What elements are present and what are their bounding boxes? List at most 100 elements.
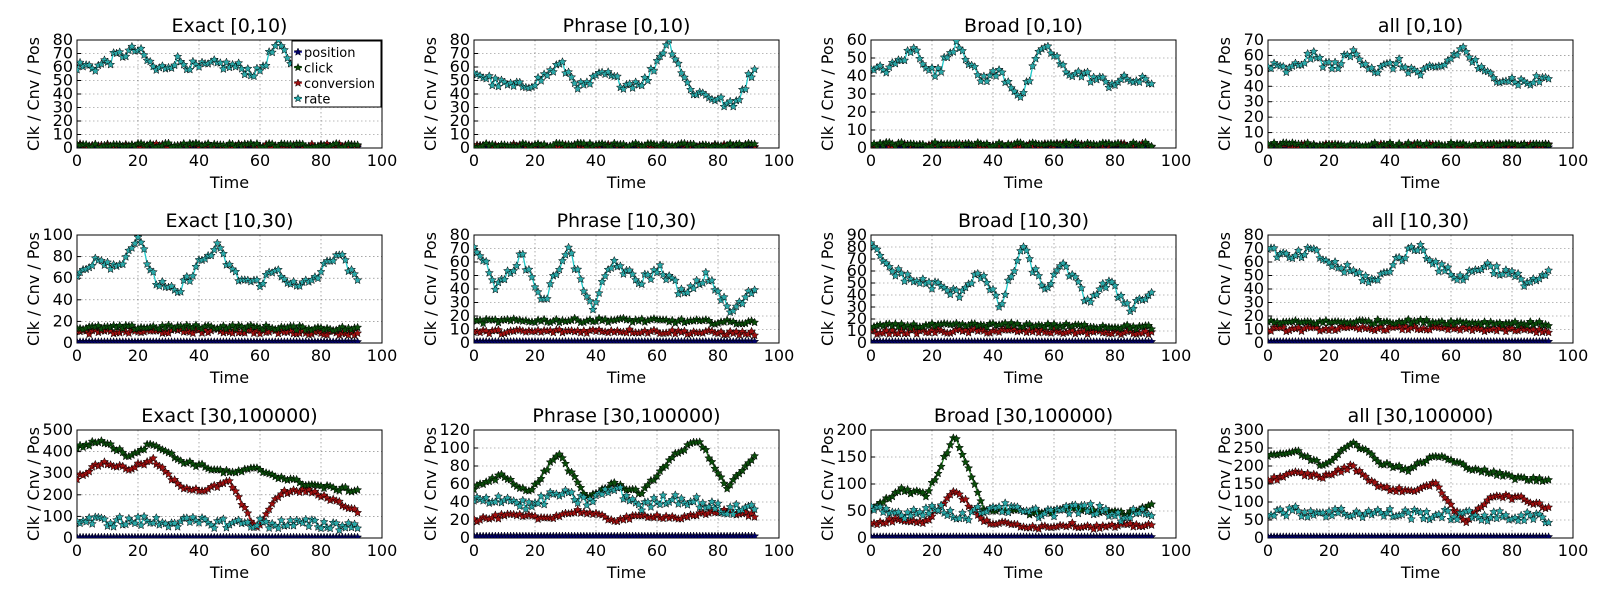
y-tick-label: 0 — [460, 138, 470, 157]
point-rate — [77, 271, 82, 281]
point-click — [1146, 141, 1157, 148]
legend-label: click — [304, 62, 334, 77]
point-rate — [1031, 53, 1041, 63]
point-conversion — [240, 502, 250, 512]
point-rate — [918, 510, 928, 520]
x-tick-label: 80 — [1502, 151, 1522, 170]
point-click — [713, 468, 723, 478]
point-rate — [1281, 248, 1291, 258]
point-rate — [1125, 513, 1135, 522]
point-rate — [1049, 511, 1059, 521]
point-click — [560, 458, 571, 468]
point-rate — [600, 271, 610, 281]
point-rate — [649, 493, 659, 502]
point-conversion — [493, 513, 504, 523]
point-rate — [746, 288, 757, 298]
x-tick-label: 100 — [764, 151, 795, 170]
point-click — [557, 453, 568, 462]
point-rate — [954, 292, 965, 302]
point-rate — [536, 491, 546, 500]
y-tick-label: 20 — [1244, 306, 1264, 325]
point-rate — [1110, 280, 1120, 290]
point-rate — [591, 297, 601, 307]
point-click — [982, 322, 992, 332]
point-click — [490, 475, 500, 485]
x-tick-label: 100 — [1161, 541, 1192, 560]
point-rate — [1519, 281, 1529, 291]
point-rate — [1104, 82, 1114, 92]
point-conversion — [352, 328, 363, 338]
point-position — [352, 337, 363, 343]
x-tick-label: 20 — [128, 541, 148, 560]
point-click — [1333, 449, 1343, 459]
point-rate — [1058, 60, 1068, 69]
point-conversion — [224, 476, 235, 485]
point-rate — [1534, 273, 1545, 283]
point-rate — [912, 45, 922, 55]
point-rate — [1400, 253, 1410, 263]
point-click — [661, 461, 671, 470]
x-tick-label: 0 — [469, 151, 479, 170]
point-rate — [275, 40, 282, 44]
y-tick-label: 300 — [1233, 420, 1264, 439]
point-rate — [899, 276, 910, 286]
point-rate — [1543, 74, 1554, 83]
point-rate — [1052, 265, 1062, 275]
point-conversion — [230, 486, 241, 496]
point-rate — [105, 59, 116, 69]
point-rate — [509, 266, 519, 275]
series-position — [474, 531, 760, 538]
point-rate — [655, 260, 665, 270]
point-rate — [597, 489, 607, 499]
point-rate — [1336, 263, 1346, 273]
point-rate — [194, 518, 204, 527]
series-rate — [474, 242, 760, 317]
point-rate — [1373, 275, 1383, 285]
series-rate — [474, 40, 760, 111]
point-rate — [1018, 87, 1029, 97]
series-click — [77, 435, 363, 496]
point-rate — [349, 269, 360, 279]
point-click — [1146, 324, 1157, 334]
point-rate — [1101, 504, 1111, 513]
y-tick-label: 200 — [42, 485, 73, 504]
x-tick-label: 40 — [586, 346, 606, 365]
point-click — [631, 484, 641, 494]
point-rate — [1137, 504, 1148, 513]
point-conversion — [77, 474, 82, 484]
point-rate — [594, 288, 604, 298]
point-rate — [557, 256, 568, 265]
point-rate — [906, 510, 916, 520]
point-rate — [643, 497, 653, 506]
y-tick-label: 40 — [847, 285, 867, 304]
point-rate — [918, 59, 928, 69]
series-conversion — [1268, 321, 1554, 337]
point-rate — [918, 274, 928, 283]
point-rate — [676, 284, 687, 293]
point-rate — [96, 255, 107, 265]
point-rate — [185, 64, 195, 74]
x-tick-label: 60 — [1044, 151, 1064, 170]
x-tick-label: 80 — [1105, 346, 1125, 365]
point-rate — [484, 71, 494, 80]
chart-title: Phrase [30,100000) — [532, 405, 720, 427]
x-tick-label: 20 — [128, 151, 148, 170]
point-rate — [740, 292, 751, 302]
point-rate — [530, 80, 540, 90]
y-tick-label: 0 — [63, 528, 73, 547]
y-tick-label: 100 — [1233, 492, 1264, 511]
point-click — [570, 471, 580, 481]
point-rate — [1003, 76, 1013, 86]
point-click — [1489, 466, 1499, 476]
point-rate — [1534, 77, 1545, 87]
x-tick-label: 100 — [1161, 151, 1192, 170]
point-rate — [139, 50, 149, 60]
point-rate — [243, 63, 253, 73]
point-rate — [96, 59, 107, 69]
point-conversion — [322, 330, 332, 339]
point-rate — [185, 517, 195, 527]
point-conversion — [163, 469, 174, 479]
point-rate — [176, 287, 186, 296]
point-rate — [1085, 297, 1096, 307]
point-rate — [924, 508, 934, 518]
